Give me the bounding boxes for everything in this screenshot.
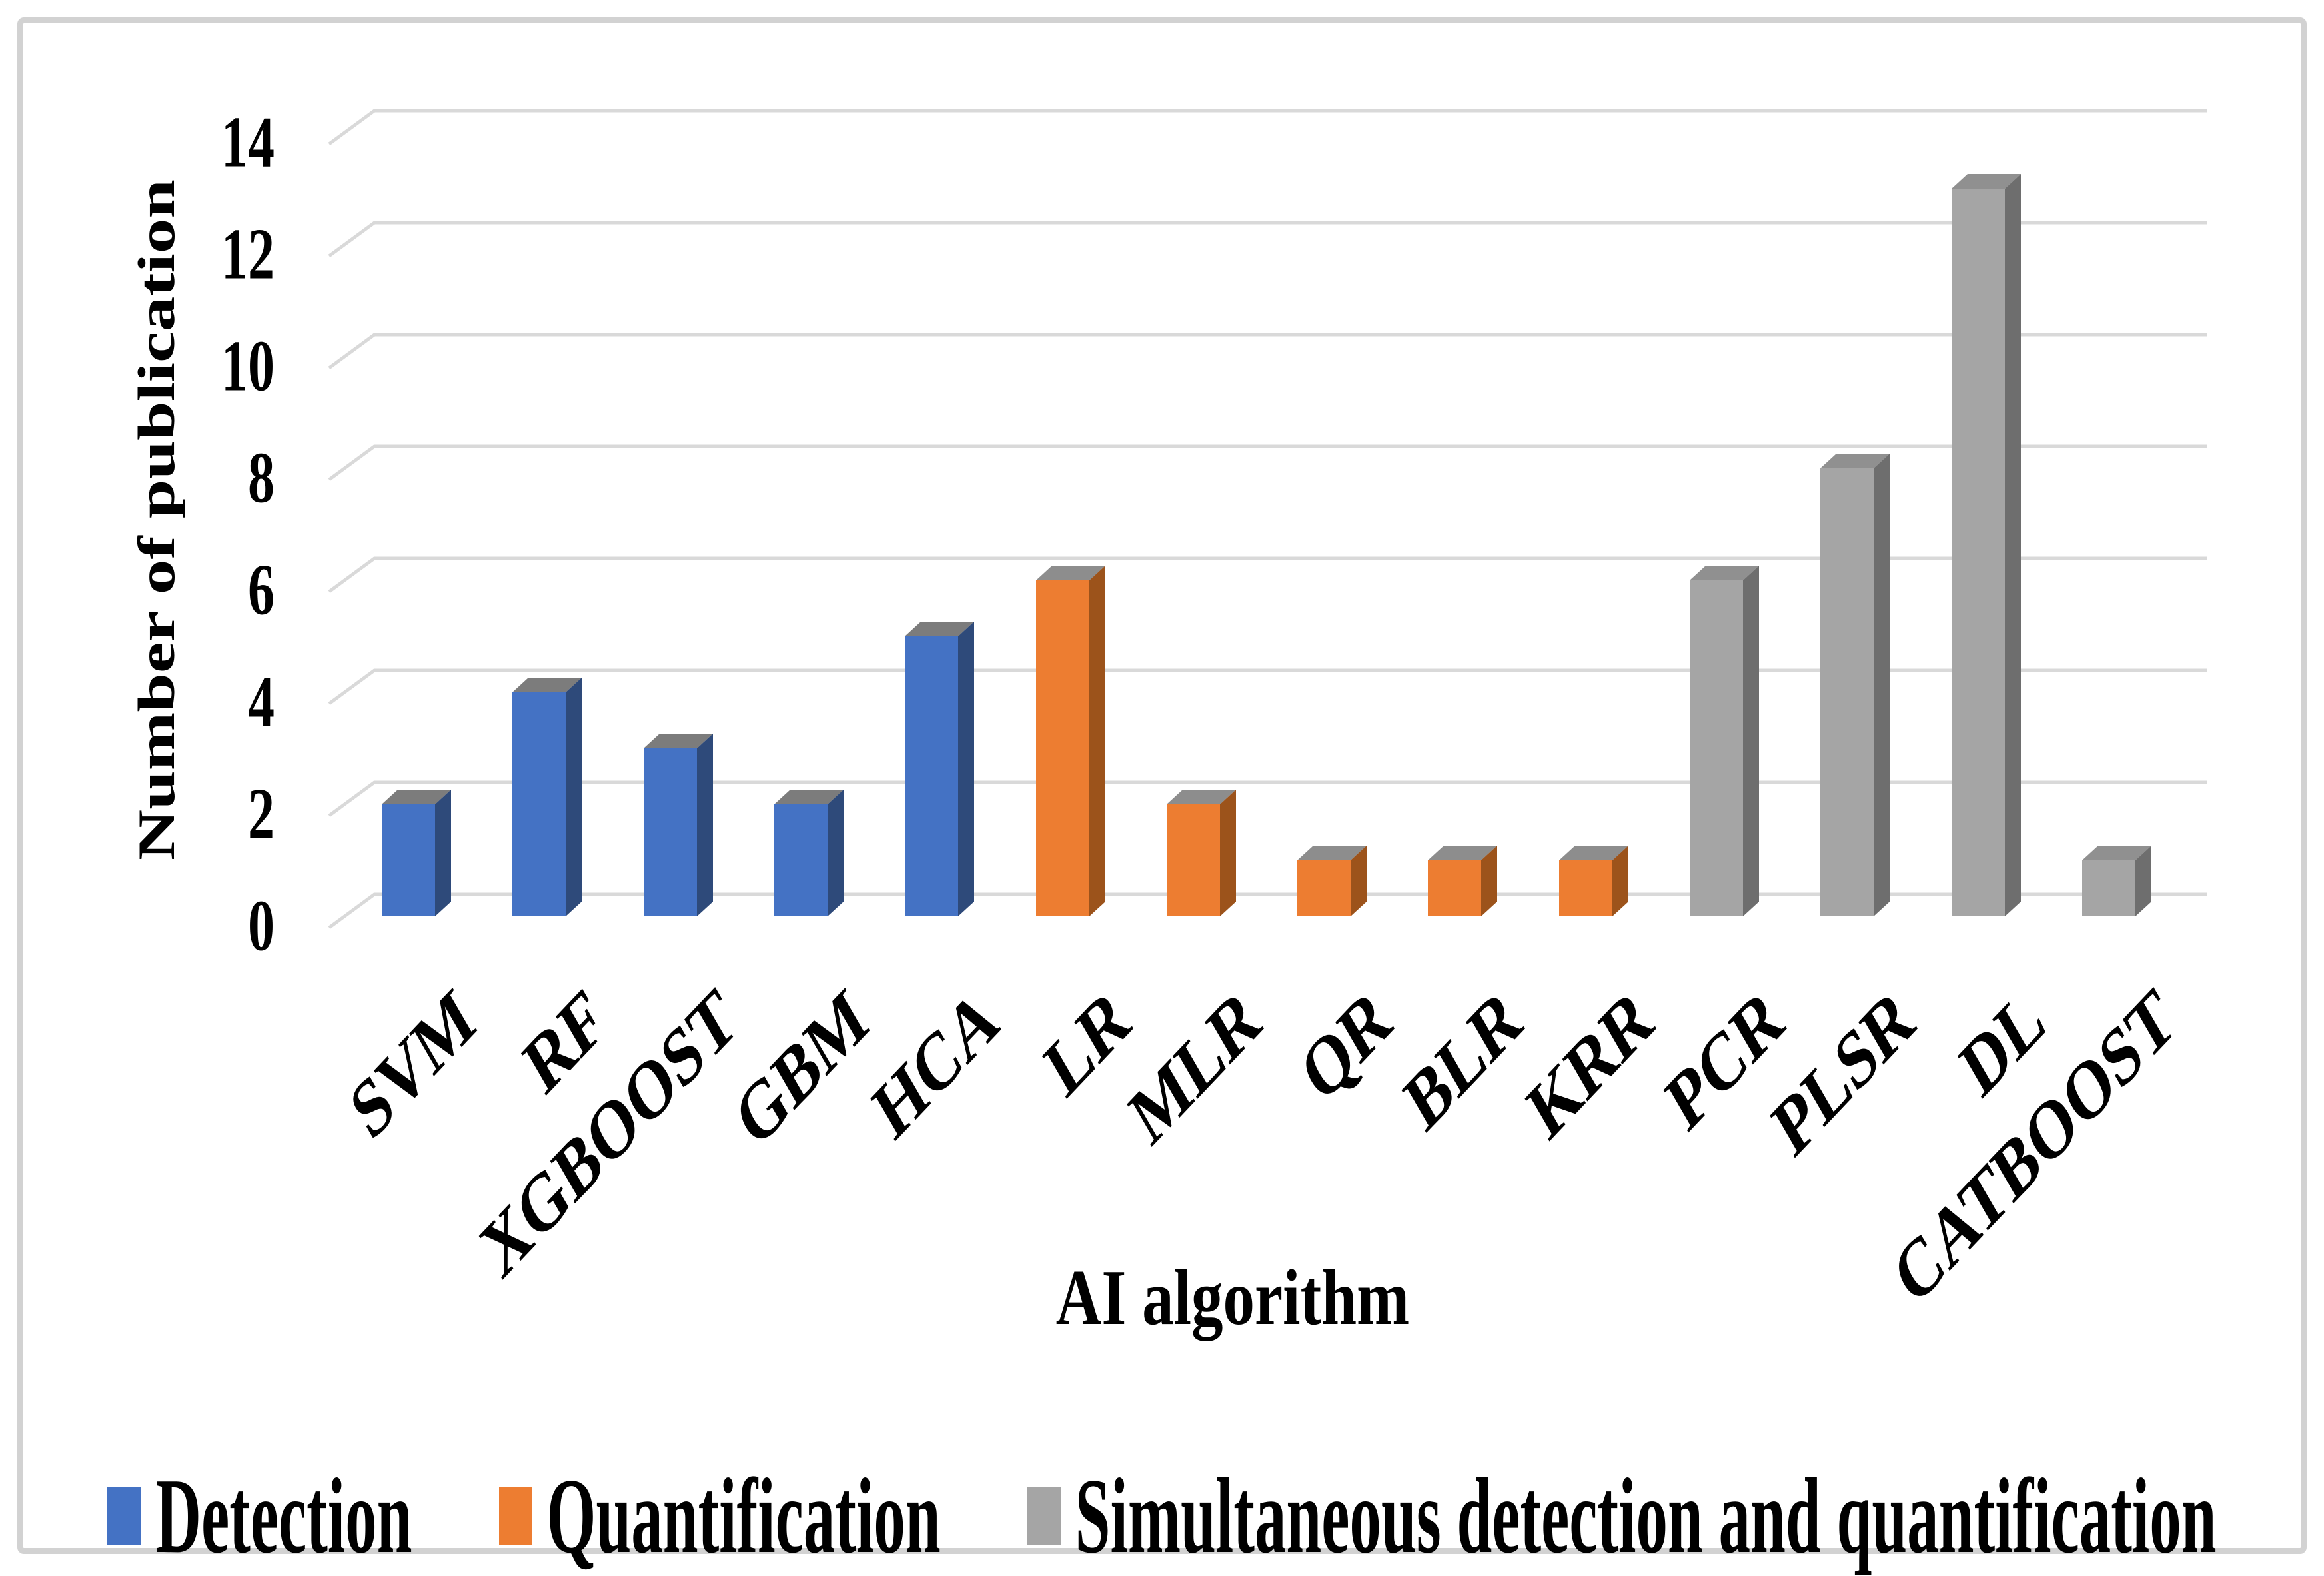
bar-front-face — [512, 692, 566, 916]
bar-side-face — [2135, 846, 2151, 916]
legend-item-simultaneous-detection-and-quantification: Simultaneous detection and quantificatio… — [1027, 1461, 2217, 1569]
bar-side-face — [1874, 454, 1890, 916]
y-tick-text: 0 — [248, 886, 275, 967]
bar-top-face — [1952, 174, 2021, 189]
bar-front-face — [1428, 860, 1481, 916]
legend-label: Quantification — [546, 1455, 941, 1576]
bar-side-face — [2005, 174, 2021, 916]
bar-side-face — [566, 678, 582, 916]
bar-top-face — [2082, 846, 2151, 860]
y-tick-label-12: 12 — [95, 218, 275, 291]
bar-top-face — [1559, 846, 1628, 860]
bar-top-face — [512, 678, 582, 692]
bar-front-face — [2082, 860, 2135, 916]
bar-svm — [382, 790, 451, 916]
legend-item-detection: Detection — [107, 1461, 412, 1569]
bar-top-face — [1428, 846, 1497, 860]
legend-swatch — [1027, 1487, 1061, 1545]
bar-top-face — [1167, 790, 1236, 804]
bar-blr — [1428, 846, 1497, 916]
x-axis-title: AI algorithm — [666, 1258, 1799, 1337]
y-tick-text: 6 — [248, 550, 275, 631]
gridline-y-4 — [328, 668, 2207, 706]
bar-side-face — [1743, 566, 1759, 916]
bar-top-face — [1036, 566, 1105, 580]
bar-front-face — [1690, 580, 1743, 916]
legend-label: Detection — [155, 1455, 412, 1576]
bar-lr — [1036, 566, 1105, 916]
bar-side-face — [1089, 566, 1105, 916]
bar-top-face — [905, 622, 974, 636]
bar-side-face — [828, 790, 844, 916]
bar-qr — [1297, 846, 1367, 916]
bar-side-face — [1481, 846, 1497, 916]
y-tick-label-14: 14 — [95, 106, 275, 179]
bar-side-face — [435, 790, 451, 916]
y-tick-label-4: 4 — [95, 666, 275, 739]
bar-top-face — [644, 734, 713, 748]
y-tick-label-8: 8 — [95, 442, 275, 515]
bar-top-face — [382, 790, 451, 804]
bar-front-face — [1036, 580, 1089, 916]
bar-front-face — [382, 804, 435, 916]
bar-plsr — [1820, 454, 1890, 916]
gridline-y-6 — [328, 556, 2207, 594]
bar-front-face — [1952, 189, 2005, 916]
x-axis-title-text: AI algorithm — [1055, 1253, 1410, 1342]
gridline-y-2 — [328, 780, 2207, 818]
y-tick-label-6: 6 — [95, 554, 275, 627]
gridline-y-8 — [328, 444, 2207, 482]
bar-side-face — [697, 734, 713, 916]
gridline-y-12 — [328, 221, 2207, 258]
y-tick-text: 2 — [248, 774, 275, 855]
bar-hca — [905, 622, 974, 916]
bar-top-face — [1820, 454, 1890, 468]
bar-top-face — [774, 790, 844, 804]
y-tick-text: 8 — [248, 438, 275, 519]
gridline-y-0 — [328, 892, 2207, 930]
bar-side-face — [1612, 846, 1628, 916]
bar-front-face — [644, 748, 697, 916]
bar-top-face — [1690, 566, 1759, 580]
bar-front-face — [1167, 804, 1220, 916]
figure-border-frame — [17, 17, 2307, 1554]
bar-top-face — [1297, 846, 1367, 860]
bar-pcr — [1690, 566, 1759, 916]
bar-xgboost — [644, 734, 713, 916]
legend-swatch — [498, 1487, 532, 1545]
y-tick-text: 12 — [221, 214, 275, 295]
gridline-y-14 — [328, 109, 2207, 146]
bar-side-face — [1220, 790, 1236, 916]
bar-front-face — [905, 636, 958, 916]
bar-rf — [512, 678, 582, 916]
y-tick-text: 10 — [221, 326, 275, 407]
y-tick-label-2: 2 — [95, 778, 275, 851]
bar-side-face — [958, 622, 974, 916]
legend-label: Simultaneous detection and quantificatio… — [1075, 1455, 2217, 1576]
bar-front-face — [1820, 468, 1874, 916]
bar-krr — [1559, 846, 1628, 916]
bar-side-face — [1351, 846, 1367, 916]
bar-front-face — [774, 804, 828, 916]
gridline-y-10 — [328, 333, 2207, 370]
chart-legend: Detection Quantification Simultaneous dete… — [0, 1456, 2324, 1576]
y-tick-text: 14 — [221, 102, 275, 183]
y-axis-title: Number of publication — [127, 179, 185, 860]
bar-catboost — [2082, 846, 2151, 916]
legend-swatch — [107, 1487, 141, 1545]
y-tick-label-0: 0 — [95, 890, 275, 963]
y-tick-text: 4 — [248, 662, 275, 743]
bar-front-face — [1559, 860, 1612, 916]
bar-front-face — [1297, 860, 1351, 916]
bar-mlr — [1167, 790, 1236, 916]
bar-dl — [1952, 174, 2021, 916]
y-tick-label-10: 10 — [95, 330, 275, 403]
legend-item-quantification: Quantification — [498, 1461, 941, 1569]
bar-gbm — [774, 790, 844, 916]
